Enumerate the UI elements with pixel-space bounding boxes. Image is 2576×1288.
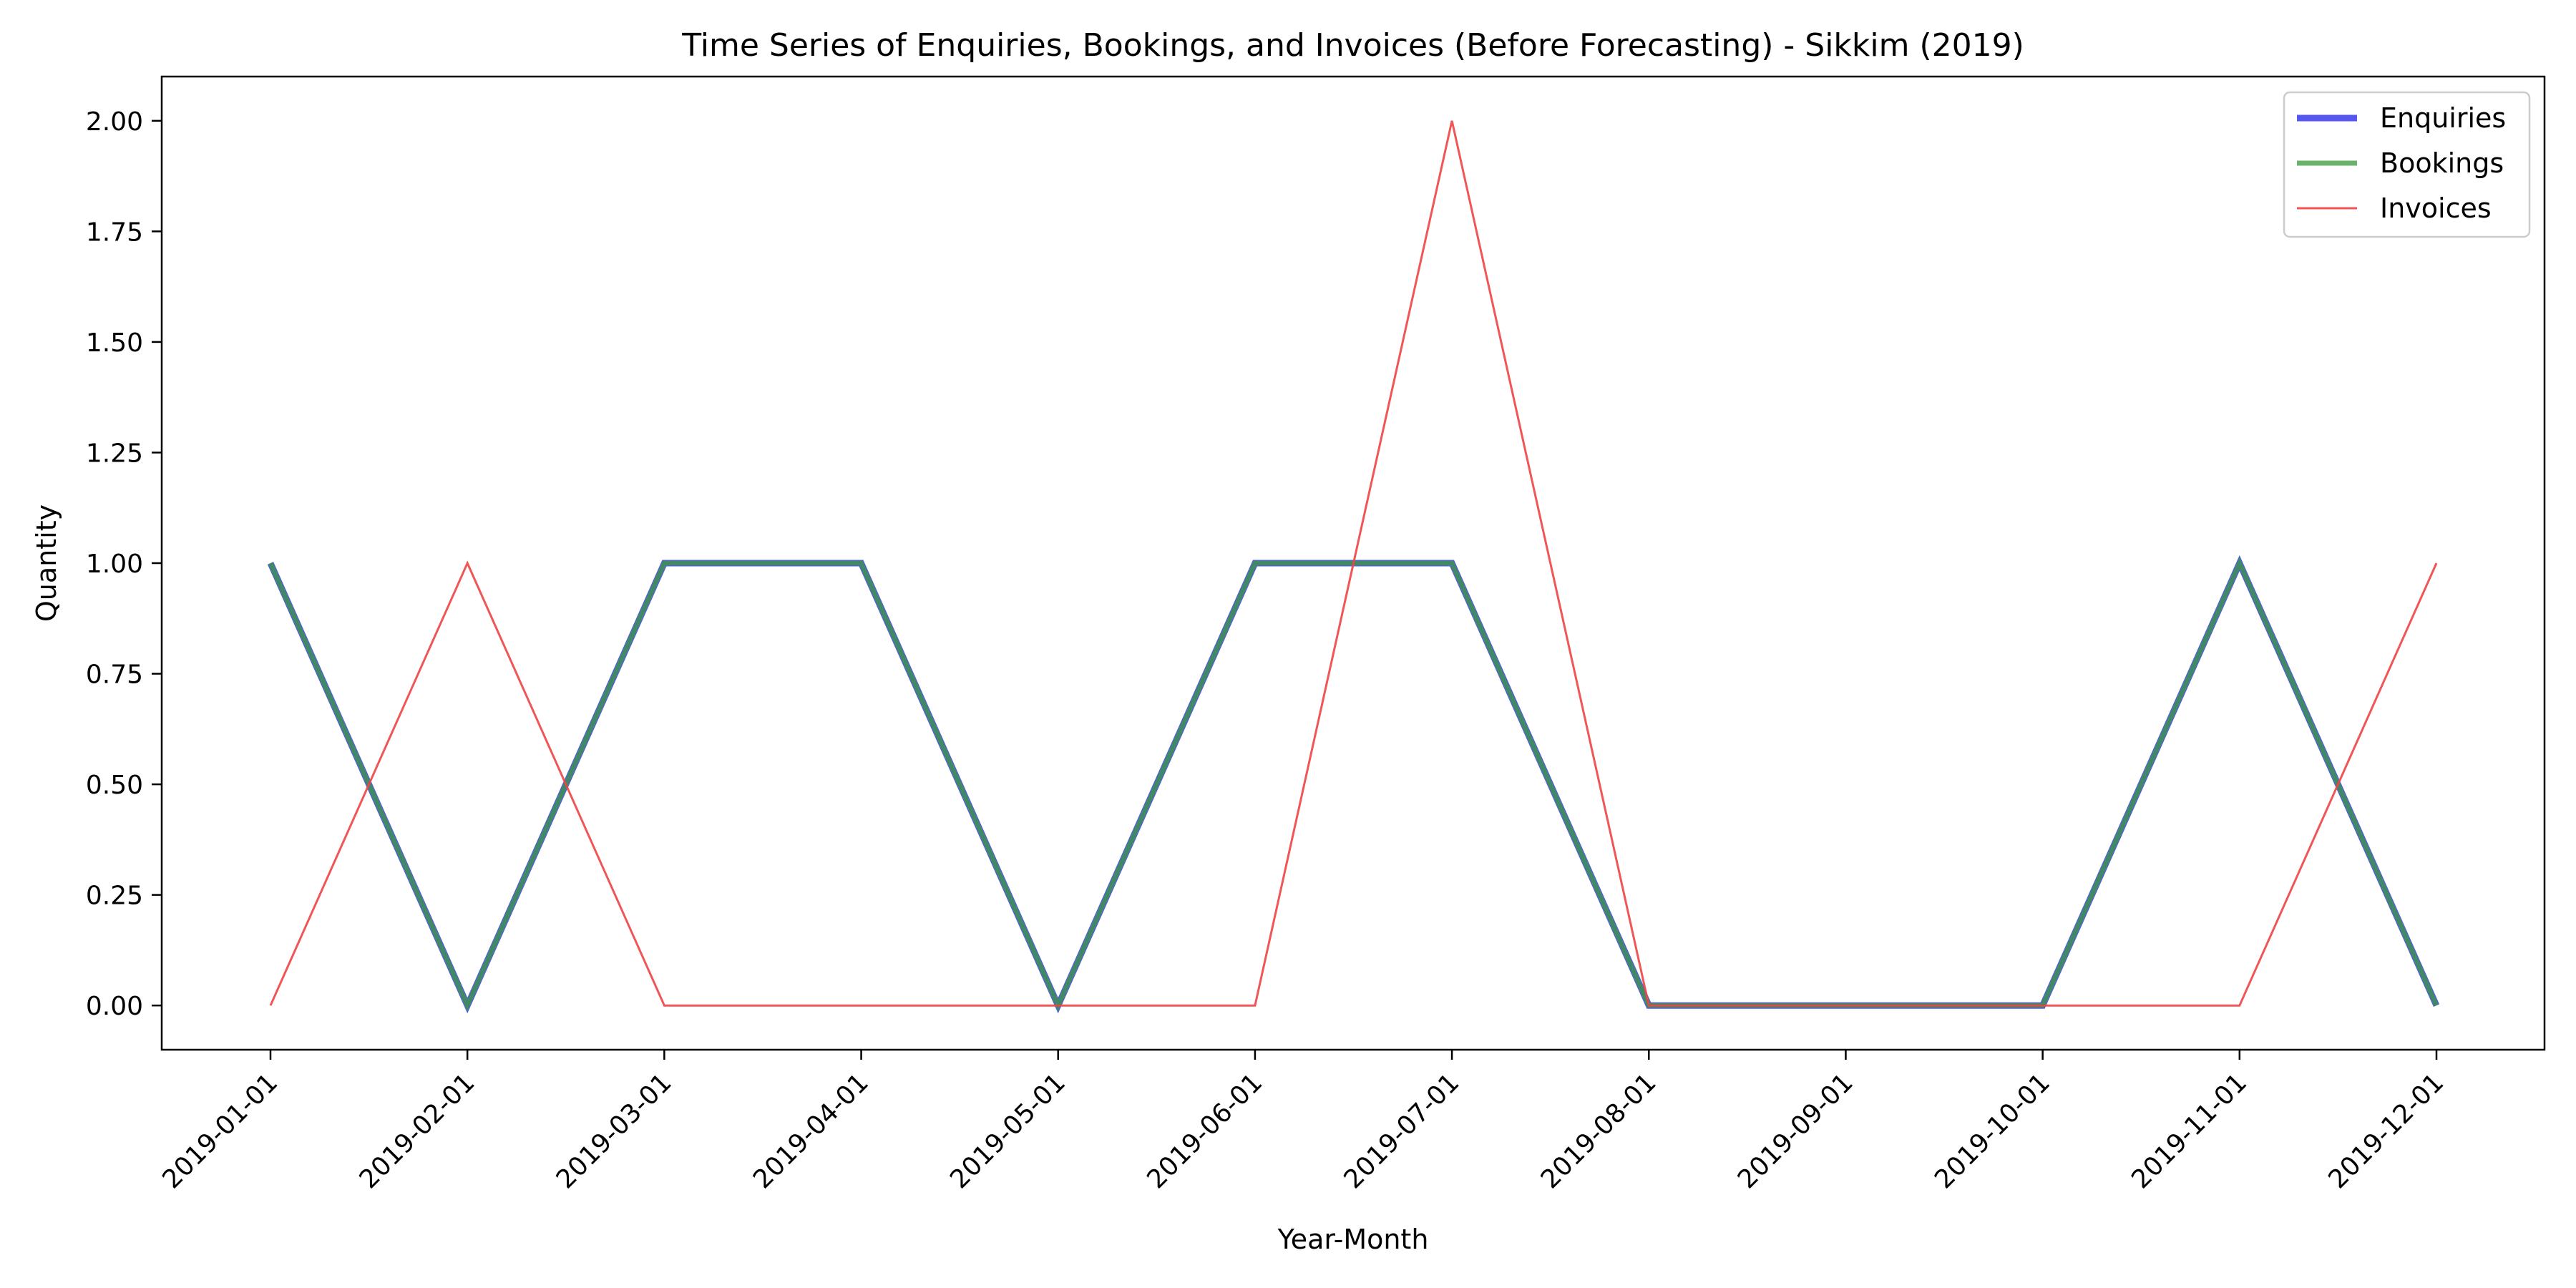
y-axis: 0.00 0.25 0.50 0.75 1.00 1.25 1.50 1.75 2.00 (86, 107, 162, 1021)
legend-label-bookings: Bookings (2380, 147, 2504, 179)
y-tick-label: 0.25 (86, 882, 143, 911)
y-tick-label: 0.75 (86, 660, 143, 690)
y-tick-label: 2.00 (86, 107, 143, 137)
legend-label-enquiries: Enquiries (2380, 102, 2506, 134)
y-tick-label: 1.25 (86, 439, 143, 468)
x-tick-label: 2019-06-01 (1141, 1068, 1268, 1194)
x-tick-label: 2019-01-01 (157, 1068, 283, 1194)
x-tick-label: 2019-09-01 (1732, 1068, 1859, 1194)
y-tick-label: 0.50 (86, 771, 143, 800)
series-line-invoices (269, 120, 2438, 1007)
x-tick-label: 2019-04-01 (748, 1068, 874, 1194)
x-tick-label: 2019-07-01 (1339, 1068, 1465, 1194)
x-tick-label: 2019-05-01 (945, 1068, 1071, 1194)
x-tick-label: 2019-02-01 (354, 1068, 481, 1194)
x-axis-label: Year-Month (1277, 1224, 1429, 1255)
y-axis-label: Quantity (31, 504, 62, 622)
x-tick-label: 2019-10-01 (1929, 1068, 2056, 1194)
y-tick-label: 1.50 (86, 328, 143, 358)
x-tick-label: 2019-12-01 (2323, 1068, 2449, 1194)
x-axis: 2019-01-01 2019-02-01 2019-03-01 2019-04-01… (157, 1050, 2449, 1194)
y-tick-label: 1.75 (86, 218, 143, 247)
x-tick-label: 2019-03-01 (551, 1068, 678, 1194)
y-tick-label: 1.00 (86, 550, 143, 579)
legend-label-invoices: Invoices (2380, 192, 2492, 224)
legend: Enquiries Bookings Invoices (2283, 91, 2531, 238)
y-tick-label: 0.00 (86, 992, 143, 1021)
x-tick-label: 2019-08-01 (1536, 1068, 1662, 1194)
legend-box (2283, 91, 2531, 238)
x-tick-label: 2019-11-01 (2126, 1068, 2253, 1194)
series-lines (267, 120, 2440, 1014)
chart-title: Time Series of Enquiries, Bookings, and … (681, 27, 2024, 64)
